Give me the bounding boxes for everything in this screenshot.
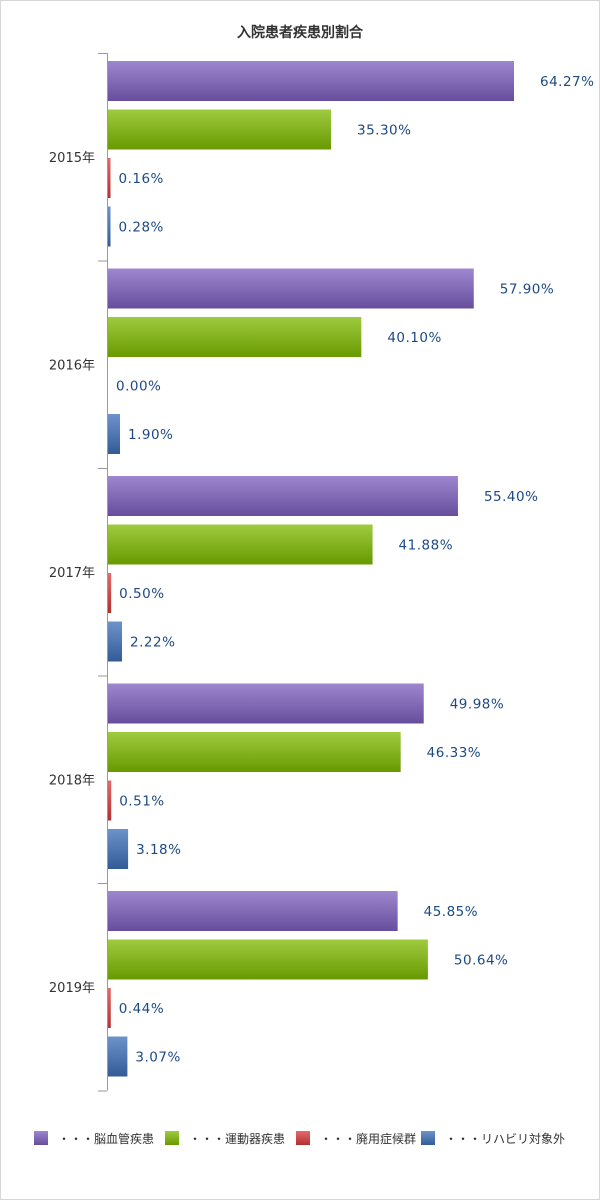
data-label: 55.40% (484, 489, 538, 505)
bar-1-2017年 (108, 476, 458, 516)
bar-2-2016年 (108, 317, 362, 357)
data-label: 49.98% (450, 697, 504, 713)
legend-label: ・・・リハビリ対象外 (445, 1132, 565, 1146)
y-tick-label: 2017年 (49, 566, 95, 581)
bar-1-2018年 (108, 683, 424, 724)
data-label: 0.16% (119, 171, 164, 187)
y-tick-label: 2019年 (49, 981, 95, 996)
legend-item: ・・・廃用症候群 (296, 1131, 416, 1146)
chart-title: 入院患者疾患別割合 (237, 24, 364, 41)
data-label: 41.88% (399, 538, 453, 554)
bar-2-2018年 (108, 732, 401, 772)
plot-area: 2015年 64.27% 35.30% 0.16% 0.28% 2016年 57.90% 40… (49, 53, 594, 1092)
data-label: 3.18% (136, 842, 181, 858)
bar-2-2015年 (108, 109, 331, 150)
data-label: 50.64% (454, 953, 508, 969)
data-label: 0.28% (119, 220, 164, 236)
data-label: 45.85% (424, 904, 478, 920)
data-label: 0.50% (119, 586, 164, 602)
bar-4-2017年 (108, 621, 123, 662)
legend-label: ・・・運動器疾患 (189, 1131, 285, 1146)
bar-3-2015年 (108, 158, 111, 198)
bar-3-2019年 (108, 988, 111, 1028)
legend: ・・・脳血管疾患 ・・・運動器疾患 ・・・廃用症候群 ・・・リハビリ対象外 (34, 1131, 565, 1146)
bar-1-2015年 (108, 61, 514, 101)
data-label: 40.10% (387, 330, 441, 346)
bar-4-2018年 (108, 829, 129, 869)
legend-item: ・・・運動器疾患 (165, 1131, 285, 1146)
y-tick-label: 2015年 (49, 151, 95, 166)
data-label: 3.07% (135, 1050, 180, 1066)
data-label: 57.90% (500, 282, 554, 298)
bar-3-2018年 (108, 780, 112, 821)
data-label: 0.51% (119, 794, 164, 810)
data-label: 1.90% (128, 427, 173, 443)
legend-label: ・・・廃用症候群 (320, 1131, 416, 1146)
bar-3-2017年 (108, 573, 112, 613)
legend-swatch (165, 1131, 179, 1145)
bar-4-2019年 (108, 1036, 128, 1077)
legend-label: ・・・脳血管疾患 (58, 1131, 154, 1146)
data-label: 46.33% (427, 745, 481, 761)
bar-2-2017年 (108, 524, 373, 565)
legend-swatch (421, 1131, 435, 1145)
data-label: 0.00% (116, 379, 161, 395)
legend-swatch (296, 1131, 310, 1145)
y-tick-label: 2018年 (49, 773, 95, 788)
bar-4-2016年 (108, 414, 121, 454)
legend-swatch (34, 1131, 48, 1145)
data-label: 2.22% (130, 635, 175, 651)
bar-2-2019年 (108, 939, 428, 980)
legend-item: ・・・リハビリ対象外 (421, 1131, 565, 1146)
data-label: 0.44% (119, 1001, 164, 1017)
bar-4-2015年 (108, 206, 111, 247)
data-label: 35.30% (357, 123, 411, 139)
legend-item: ・・・脳血管疾患 (34, 1131, 154, 1146)
bar-1-2016年 (108, 268, 474, 309)
y-tick-label: 2016年 (49, 358, 95, 373)
bar-1-2019年 (108, 891, 398, 931)
data-label: 64.27% (540, 74, 594, 90)
